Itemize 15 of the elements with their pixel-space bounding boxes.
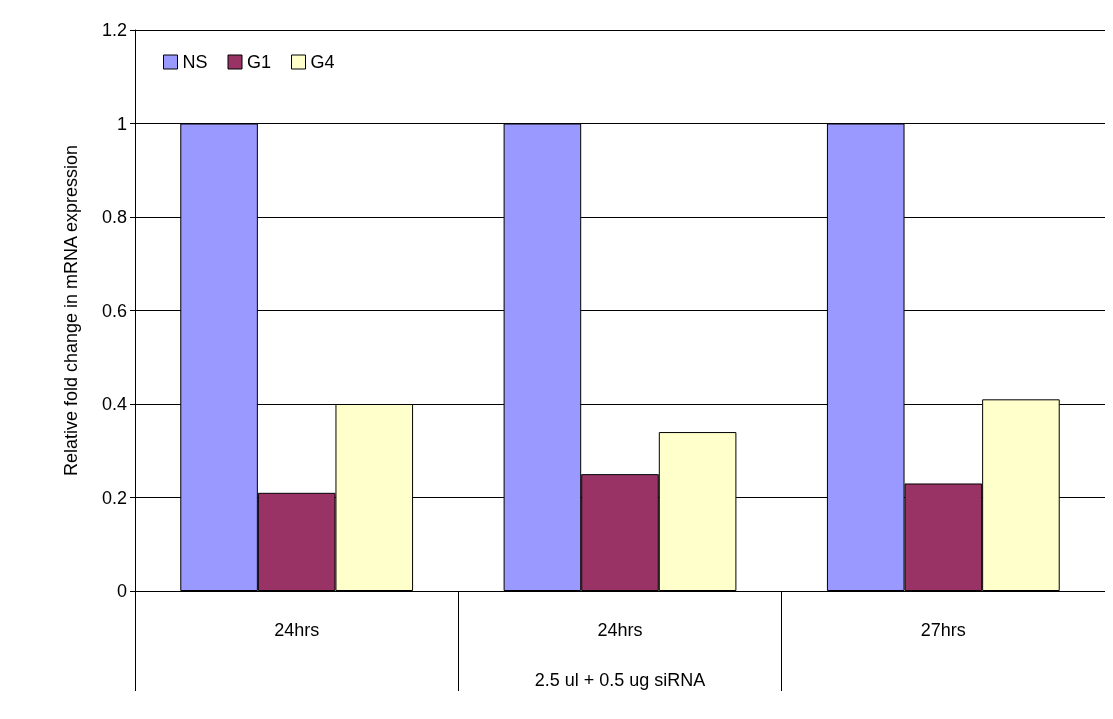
- legend-label: G1: [247, 52, 272, 72]
- x-tick-label: 24hrs: [597, 620, 643, 640]
- legend-label: G4: [310, 52, 335, 72]
- y-tick-label: 1.2: [101, 20, 127, 40]
- y-tick-label: 0.2: [101, 487, 127, 508]
- y-tick-label: 0: [116, 581, 127, 601]
- y-axis-title: Relative fold change in mRNA expression: [61, 144, 81, 477]
- x-tick-label: 27hrs: [920, 620, 966, 640]
- y-tick-label: 0.4: [101, 394, 127, 414]
- legend-label: NS: [182, 52, 208, 72]
- y-tick-label: 0.8: [101, 207, 127, 227]
- x-axis-title: 2.5 ul + 0.5 ug siRNA: [534, 670, 706, 690]
- x-tick-label: 24hrs: [274, 620, 320, 640]
- y-tick-label: 0.6: [101, 300, 127, 321]
- y-tick-label: 1: [116, 113, 127, 134]
